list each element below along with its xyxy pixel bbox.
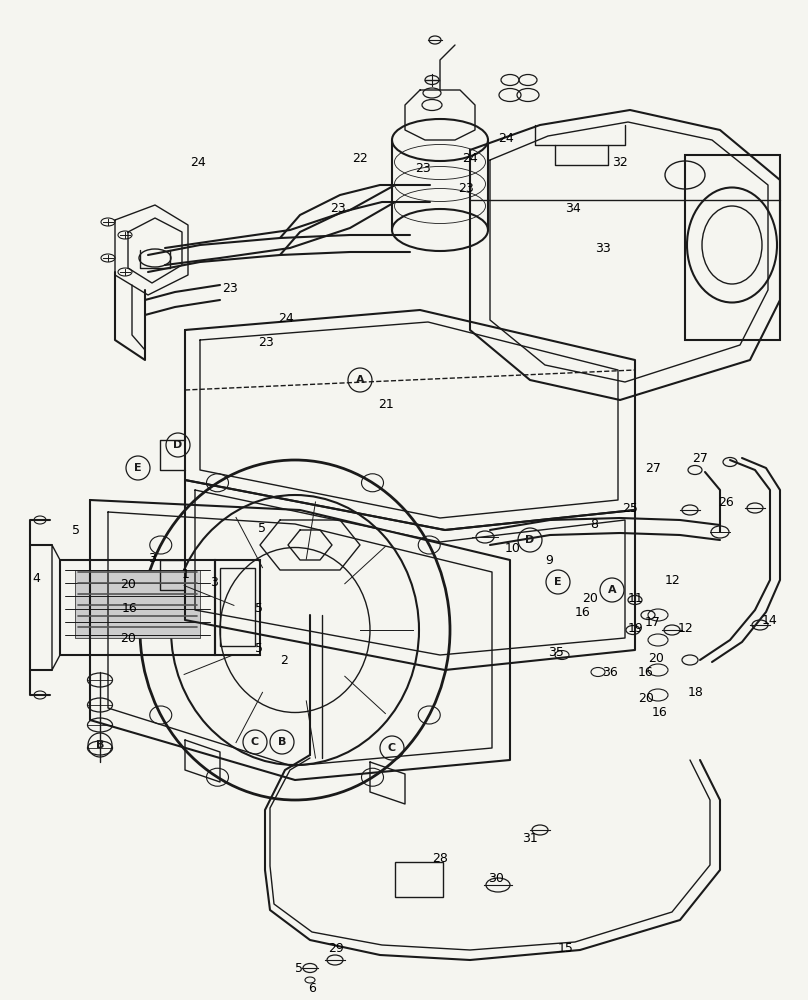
Text: 5: 5 (72, 524, 80, 536)
Text: B: B (96, 740, 104, 750)
Text: 11: 11 (628, 591, 644, 604)
Bar (215, 560, 260, 655)
Text: 20: 20 (120, 578, 136, 591)
Text: 1: 1 (182, 568, 190, 580)
Text: 8: 8 (590, 518, 598, 532)
Text: 35: 35 (548, 646, 564, 658)
Text: E: E (554, 577, 562, 587)
Text: 27: 27 (692, 452, 708, 464)
Text: 33: 33 (595, 241, 611, 254)
Text: C: C (388, 743, 396, 753)
Text: 2: 2 (280, 654, 288, 666)
Text: 16: 16 (638, 666, 654, 678)
Text: D: D (174, 440, 183, 450)
Text: 17: 17 (645, 615, 661, 629)
Text: 16: 16 (575, 605, 591, 618)
Text: 23: 23 (258, 336, 274, 349)
Text: 3: 3 (210, 576, 218, 588)
Text: 16: 16 (652, 706, 667, 718)
Text: 24: 24 (462, 151, 478, 164)
Text: 29: 29 (328, 942, 343, 954)
Text: 16: 16 (122, 601, 137, 614)
Text: A: A (356, 375, 364, 385)
Text: 20: 20 (582, 591, 598, 604)
Bar (685, 155, 780, 340)
Text: 30: 30 (488, 871, 504, 884)
Text: 24: 24 (190, 155, 206, 168)
Text: A: A (608, 585, 617, 595)
Text: 3: 3 (148, 552, 156, 564)
Text: 12: 12 (665, 574, 681, 586)
Text: 28: 28 (432, 852, 448, 864)
Text: 21: 21 (378, 398, 393, 412)
Text: 10: 10 (505, 542, 521, 554)
Text: 5: 5 (255, 642, 263, 654)
Text: 24: 24 (278, 312, 294, 324)
Text: 25: 25 (622, 502, 638, 514)
Text: D: D (525, 535, 535, 545)
Text: E: E (134, 463, 142, 473)
Text: 20: 20 (120, 632, 136, 645)
Text: C: C (251, 737, 259, 747)
Text: 23: 23 (415, 161, 431, 174)
Text: 34: 34 (565, 202, 581, 215)
Text: 36: 36 (602, 666, 618, 678)
Text: 27: 27 (645, 462, 661, 475)
Text: 14: 14 (762, 613, 778, 626)
Text: 6: 6 (308, 982, 316, 994)
Text: 20: 20 (638, 692, 654, 704)
Text: 18: 18 (688, 686, 704, 698)
Text: 24: 24 (498, 131, 514, 144)
Text: 4: 4 (32, 572, 40, 584)
Text: 32: 32 (612, 155, 628, 168)
Text: 9: 9 (545, 554, 553, 566)
Text: 23: 23 (330, 202, 346, 215)
Bar (75, 570, 200, 638)
Text: 23: 23 (458, 182, 473, 194)
Text: 5: 5 (258, 522, 266, 534)
Text: 31: 31 (522, 832, 538, 844)
Bar (220, 568, 255, 646)
Bar (60, 560, 215, 655)
Text: 23: 23 (222, 282, 238, 294)
Bar (395, 862, 443, 897)
Text: 12: 12 (678, 621, 694, 635)
Text: 26: 26 (718, 495, 734, 508)
Text: 5: 5 (255, 601, 263, 614)
Text: B: B (278, 737, 286, 747)
Text: 19: 19 (628, 621, 644, 635)
Text: 22: 22 (352, 151, 368, 164)
Text: 5: 5 (295, 962, 303, 974)
Text: 15: 15 (558, 942, 574, 954)
Text: 20: 20 (648, 652, 664, 664)
